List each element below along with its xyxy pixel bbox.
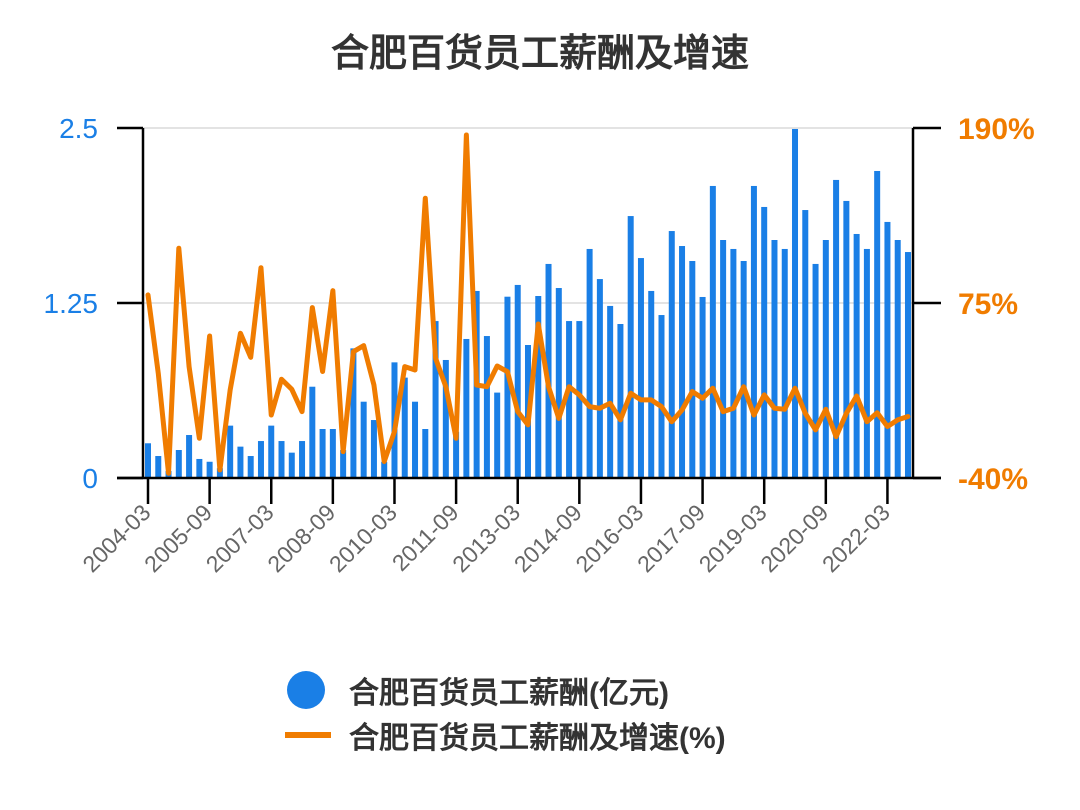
- bar: [904, 252, 911, 478]
- x-tick-label: 2017-09: [632, 499, 710, 577]
- bar: [761, 206, 768, 478]
- bar: [843, 200, 850, 478]
- legend-label-bar: 合肥百货员工薪酬(亿元): [349, 677, 669, 710]
- bar: [874, 170, 881, 479]
- bar: [771, 240, 778, 478]
- bar: [853, 233, 860, 478]
- left-tick-label: 2.5: [59, 113, 98, 144]
- bar: [555, 288, 562, 478]
- bar: [442, 359, 449, 478]
- bar: [155, 456, 162, 478]
- bar: [186, 435, 193, 478]
- right-tick-label: 75%: [958, 288, 1018, 321]
- legend-item-line[interactable]: 合肥百货员工薪酬及增速(%): [285, 713, 726, 757]
- bar: [360, 401, 367, 478]
- legend-line-icon: [285, 732, 331, 738]
- x-tick-label: 2019-03: [694, 499, 772, 577]
- bar: [709, 185, 716, 478]
- x-tick-label: 2020-09: [755, 499, 833, 577]
- right-tick-label: -40%: [958, 463, 1028, 496]
- legend-label-line: 合肥百货员工薪酬及增速(%): [349, 722, 726, 755]
- bar: [689, 261, 696, 478]
- bar: [401, 377, 408, 478]
- bar: [514, 284, 521, 478]
- bar: [627, 216, 634, 478]
- bar: [802, 210, 809, 479]
- growth-line: [145, 132, 911, 476]
- bar: [884, 221, 891, 478]
- bar: [145, 443, 151, 478]
- bar: [822, 240, 829, 478]
- bar: [545, 263, 552, 478]
- x-tick-label: 2008-09: [262, 499, 340, 577]
- bar: [370, 420, 377, 478]
- bar: [350, 348, 357, 478]
- bar: [381, 461, 388, 478]
- bar: [668, 231, 675, 478]
- bar: [206, 461, 213, 478]
- bar: [720, 240, 727, 478]
- x-tick-label: 2013-03: [447, 499, 525, 577]
- bar: [863, 248, 870, 478]
- bar: [340, 450, 347, 478]
- bar: [566, 321, 573, 478]
- legend-dot-icon: [287, 671, 325, 709]
- bar: [637, 258, 644, 478]
- x-tick-label: 2022-03: [817, 499, 895, 577]
- bar: [699, 296, 706, 478]
- bar: [504, 296, 511, 478]
- bar: [309, 386, 316, 478]
- bar: [781, 248, 788, 478]
- bar: [792, 128, 799, 479]
- bar: [535, 296, 542, 478]
- x-tick-label: 2016-03: [570, 499, 648, 577]
- left-tick-label: 1.25: [44, 288, 99, 319]
- bar: [412, 401, 419, 478]
- bar: [288, 452, 295, 478]
- x-tick-label: 2007-03: [201, 499, 279, 577]
- bar: [319, 429, 326, 478]
- bar: [278, 441, 285, 478]
- bar: [750, 185, 757, 478]
- bar: [596, 279, 603, 478]
- bar: [196, 458, 203, 478]
- bar: [463, 338, 470, 478]
- left-tick-label: 0: [82, 463, 98, 494]
- legend-item-bar[interactable]: 合肥百货员工薪酬(亿元): [285, 668, 669, 712]
- bar: [607, 305, 614, 478]
- bar: [268, 425, 275, 478]
- chart-title: 合肥百货员工薪酬及增速: [330, 33, 749, 75]
- bar: [679, 246, 686, 478]
- bar: [453, 431, 460, 478]
- bar: [617, 324, 624, 478]
- bar: [586, 248, 593, 478]
- bar: [237, 446, 244, 478]
- bar: [833, 179, 840, 478]
- bar: [299, 441, 306, 478]
- bar: [658, 315, 665, 478]
- bar: [432, 321, 439, 478]
- x-tick-label: 2004-03: [77, 499, 155, 577]
- x-tick-label: 2010-03: [324, 499, 402, 577]
- bar: [175, 450, 182, 478]
- bar: [247, 456, 254, 478]
- bar: [329, 429, 336, 478]
- bar: [648, 290, 655, 478]
- x-tick-label: 2014-09: [509, 499, 587, 577]
- bar: [730, 248, 737, 478]
- bar: [894, 240, 901, 478]
- bar: [576, 321, 583, 478]
- bar: [812, 263, 819, 478]
- bar: [740, 261, 747, 478]
- bar: [227, 425, 234, 478]
- bar: [422, 429, 429, 478]
- bar: [216, 468, 223, 478]
- bar: [483, 336, 490, 478]
- x-tick-label: 2005-09: [139, 499, 217, 577]
- right-tick-label: 190%: [958, 113, 1035, 146]
- bar: [257, 441, 264, 478]
- bar: [494, 392, 501, 478]
